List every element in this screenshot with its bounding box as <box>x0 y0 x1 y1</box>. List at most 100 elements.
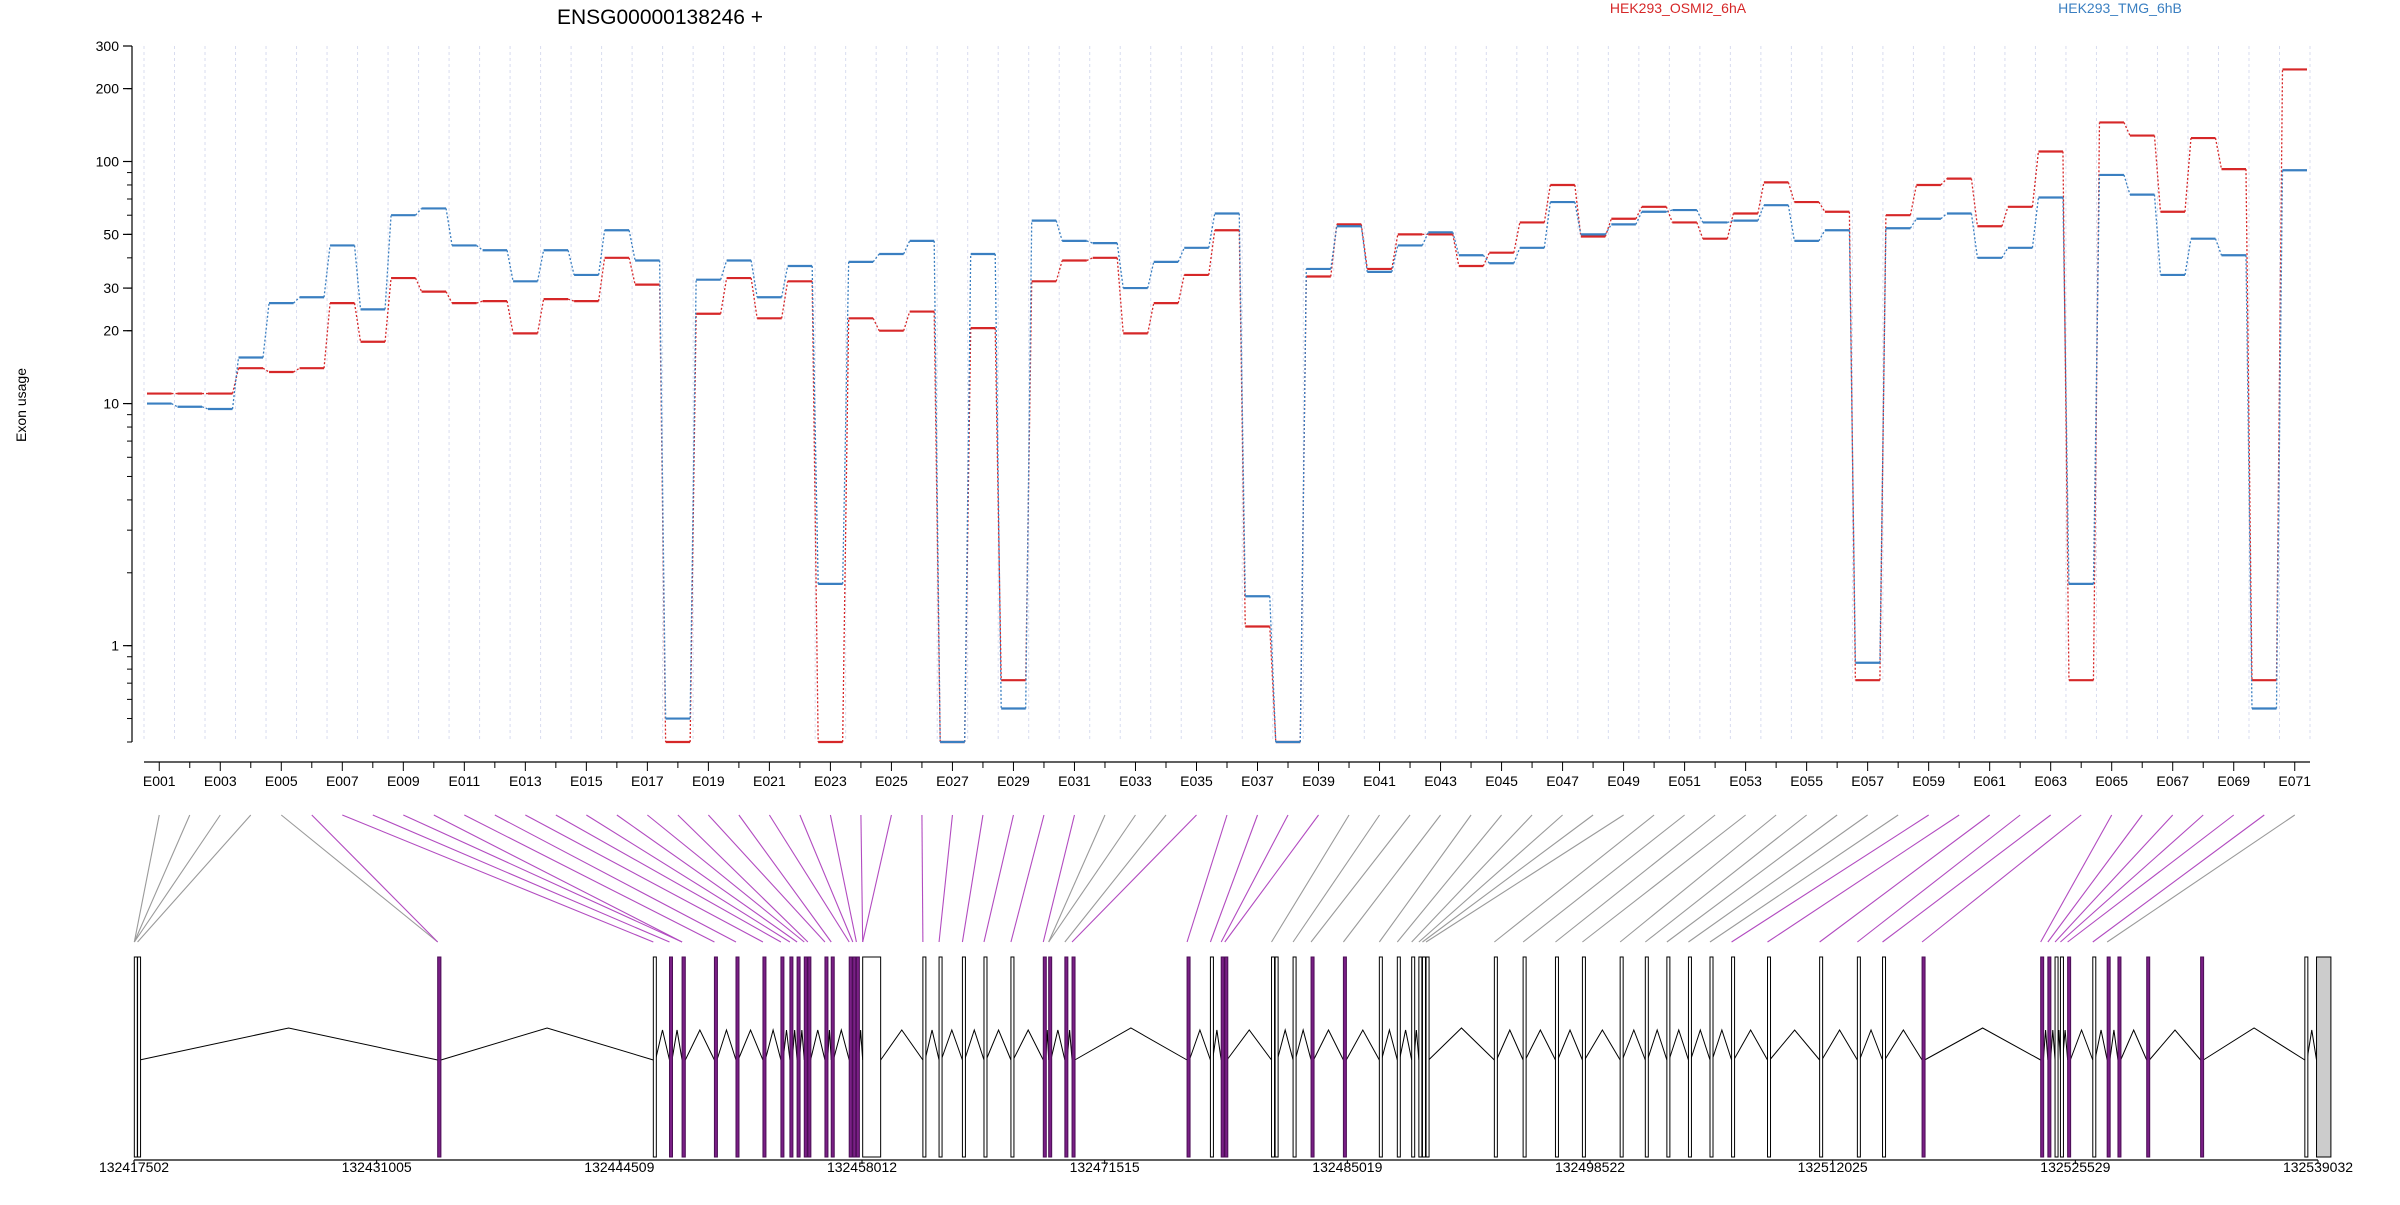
series-connector <box>2184 137 2192 212</box>
x-tick-label: E023 <box>814 773 847 789</box>
intron-line <box>2149 1029 2201 1061</box>
series-connector <box>293 296 300 304</box>
series-connector <box>171 403 178 408</box>
exon-connector <box>983 814 1014 943</box>
series-connector <box>2123 174 2131 195</box>
series-connector <box>1726 213 1735 239</box>
series-connector <box>1696 222 1704 239</box>
exon-connector <box>525 814 764 943</box>
intron-line <box>1884 1029 1923 1061</box>
x-tick-label: E009 <box>387 773 420 789</box>
gene-exon <box>807 956 812 1158</box>
series-a <box>147 68 2307 744</box>
exon-connector <box>1619 814 1777 943</box>
gene-exon <box>1071 956 1076 1158</box>
series-connector <box>2275 170 2284 709</box>
gene-exon <box>2059 956 2064 1158</box>
y-tick-label: 30 <box>103 280 119 296</box>
intron-line <box>1212 1029 1222 1061</box>
series-connector <box>415 207 423 216</box>
series-connector <box>1391 234 1399 270</box>
y-tick-label: 300 <box>96 38 120 54</box>
exon-connector <box>1418 814 1563 943</box>
exon-connector <box>2092 814 2265 943</box>
y-tick-label: 100 <box>96 154 120 170</box>
series-connector <box>1330 224 1338 277</box>
series-lines <box>147 68 2307 744</box>
series-connector <box>1818 201 1826 213</box>
series-connector <box>719 277 728 314</box>
exon-connector <box>1042 814 1075 943</box>
genomic-tick-label: 132458012 <box>827 1159 897 1175</box>
intron-line <box>1226 1029 1272 1061</box>
exon-connector <box>133 814 160 943</box>
y-tick-label: 200 <box>96 81 120 97</box>
x-tick-label: E035 <box>1180 773 1213 789</box>
x-tick-label: E057 <box>1851 773 1884 789</box>
gene-exon <box>1342 956 1347 1158</box>
x-tick-label: E029 <box>997 773 1030 789</box>
gene-exon <box>2316 956 2332 1158</box>
series-connector <box>2275 69 2284 681</box>
exon-connector <box>1582 814 1746 943</box>
exon-connector <box>677 814 809 943</box>
gene-exon <box>735 956 740 1158</box>
exon-connector <box>133 814 221 943</box>
series-connector <box>2245 169 2253 681</box>
x-tick-label: E061 <box>1973 773 2006 789</box>
series-connector <box>2001 206 2009 227</box>
intron-line <box>985 1028 1012 1061</box>
intron-line <box>716 1028 737 1061</box>
x-tick-label: E005 <box>265 773 298 789</box>
gene-exon <box>2106 956 2111 1158</box>
x-tick-label: E067 <box>2156 773 2189 789</box>
intron-line <box>2094 1029 2108 1061</box>
series-connector <box>628 230 636 261</box>
gene-exon <box>848 956 853 1158</box>
gene-exon <box>2146 956 2151 1158</box>
exon-connector <box>1709 814 1899 943</box>
exon-connector <box>372 814 670 943</box>
exon-connector <box>961 814 984 943</box>
gene-exon <box>1554 956 1559 1158</box>
series-connector <box>750 277 758 319</box>
series-connector <box>1940 178 1948 186</box>
series-connector <box>1147 303 1155 334</box>
gene-exon <box>938 956 943 1158</box>
gene-exon <box>1064 956 1069 1158</box>
series-connector <box>1909 184 1918 216</box>
gene-exon <box>1619 956 1624 1158</box>
series-connector <box>1360 224 1368 269</box>
exon-connector <box>1644 814 1807 943</box>
intron-line <box>1557 1028 1583 1061</box>
intron-line <box>440 1027 654 1061</box>
intron-line <box>1821 1029 1858 1061</box>
intron-line <box>1496 1028 1524 1061</box>
gene-exon <box>1042 956 1047 1158</box>
series-connector <box>2245 255 2253 709</box>
gene-exon <box>1378 956 1383 1158</box>
series-connector <box>1848 230 1857 663</box>
exon-connector <box>464 814 715 943</box>
intron-line <box>1690 1028 1711 1061</box>
gene-exon <box>852 956 857 1158</box>
gene-exon <box>1709 956 1714 1158</box>
series-connector <box>1909 218 1917 229</box>
exon-connector <box>1220 814 1289 943</box>
gene-exon <box>2054 956 2059 1158</box>
x-tick-label: E017 <box>631 773 664 789</box>
gene-exon <box>1186 956 1191 1158</box>
genomic-tick-label: 132471515 <box>1070 1159 1140 1175</box>
x-tick-label: E041 <box>1363 773 1396 789</box>
exon-connector <box>494 814 737 943</box>
intron-line <box>1621 1028 1646 1061</box>
gene-exon <box>1310 956 1315 1158</box>
x-tick-label: E001 <box>143 773 176 789</box>
series-connector <box>2153 194 2162 275</box>
intron-line <box>2203 1027 2306 1061</box>
x-tick-label: E069 <box>2217 773 2250 789</box>
series-connector <box>842 318 850 743</box>
exon-connector <box>586 814 791 943</box>
intron-line <box>2069 1028 2094 1061</box>
